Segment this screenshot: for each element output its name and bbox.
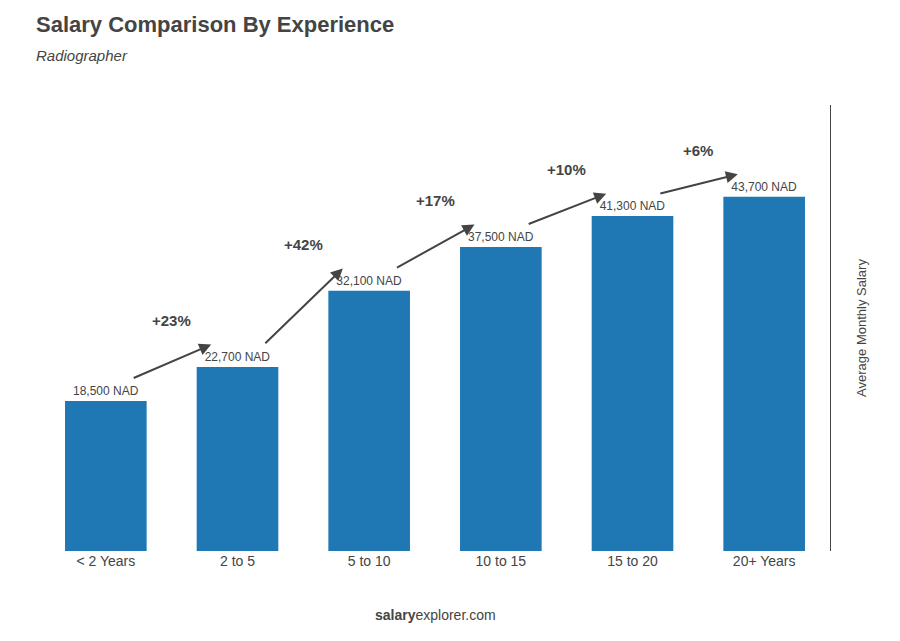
svg-text:20+ Years: 20+ Years: [733, 553, 796, 569]
svg-text:+42%: +42%: [284, 236, 323, 253]
svg-text:+10%: +10%: [547, 161, 586, 178]
svg-text:37,500 NAD: 37,500 NAD: [468, 230, 534, 244]
svg-text:22,700 NAD: 22,700 NAD: [205, 350, 271, 364]
svg-text:+6%: +6%: [683, 142, 713, 159]
svg-text:41,300 NAD: 41,300 NAD: [600, 199, 666, 213]
svg-text:< 2 Years: < 2 Years: [76, 553, 135, 569]
svg-text:10 to 15: 10 to 15: [476, 553, 527, 569]
svg-text:32,100 NAD: 32,100 NAD: [336, 274, 402, 288]
svg-text:43,700 NAD: 43,700 NAD: [731, 180, 797, 194]
svg-text:+17%: +17%: [416, 192, 455, 209]
svg-text:+23%: +23%: [152, 312, 191, 329]
svg-text:2 to 5: 2 to 5: [220, 553, 255, 569]
svg-text:15 to 20: 15 to 20: [607, 553, 658, 569]
svg-text:Average Monthly Salary: Average Monthly Salary: [854, 259, 869, 397]
svg-text:Salary Comparison By Experienc: Salary Comparison By ExperienceRadiograp…: [36, 12, 394, 64]
svg-text:salaryexplorer.com: salaryexplorer.com: [375, 607, 496, 623]
svg-text:18,500 NAD: 18,500 NAD: [73, 384, 139, 398]
svg-text:5 to 10: 5 to 10: [348, 553, 391, 569]
